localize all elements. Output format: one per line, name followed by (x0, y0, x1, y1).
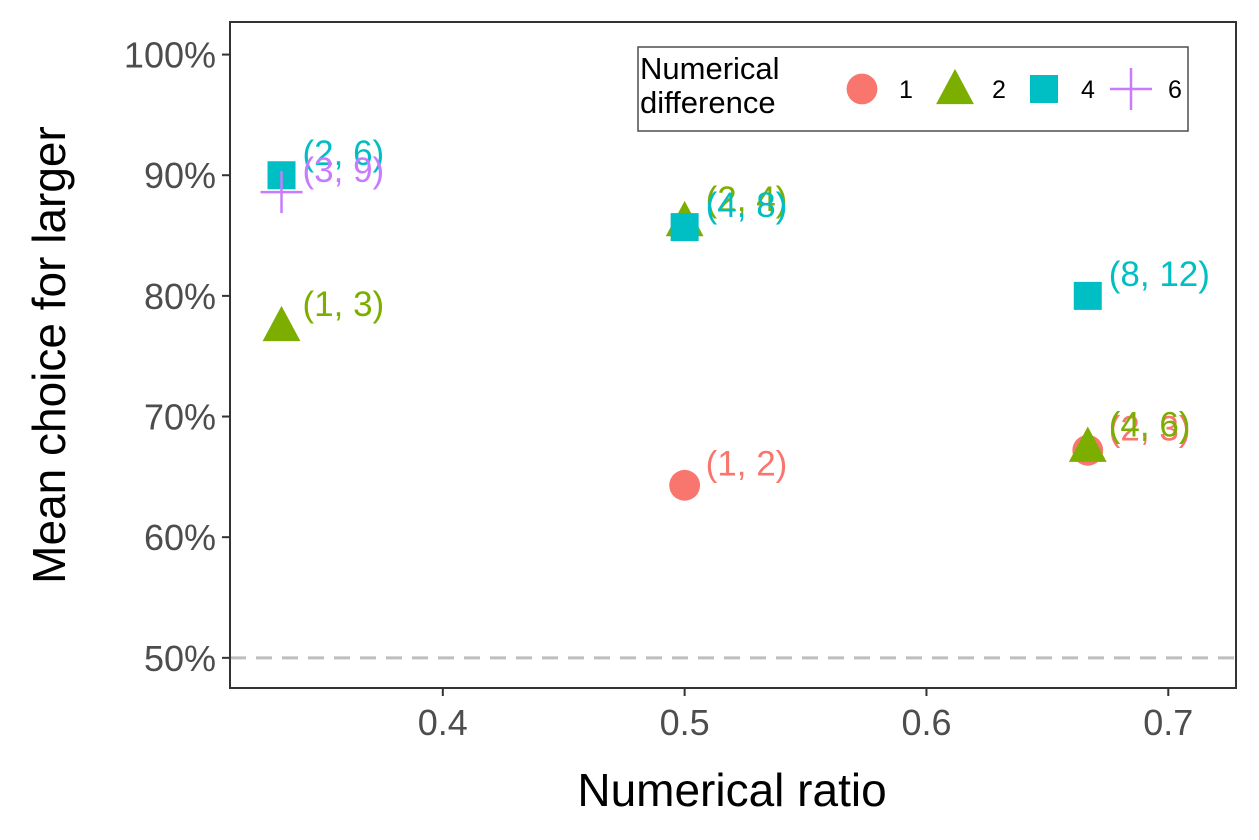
point-label: (4, 6) (1109, 406, 1191, 445)
legend-entry-label: 1 (899, 76, 913, 104)
data-points-group (260, 161, 1107, 501)
legend-entry-label: 4 (1081, 76, 1095, 104)
point-label: (3, 9) (303, 151, 385, 190)
x-axis-title: Numerical ratio (577, 764, 886, 816)
legend-box (637, 46, 1189, 132)
y-tick-label: 70% (144, 397, 216, 438)
data-point-square (1073, 281, 1102, 310)
legend-key-triangle (936, 68, 974, 105)
data-point-square (670, 213, 699, 242)
legend-key-square (1030, 75, 1058, 103)
x-tick-label: 0.4 (418, 702, 468, 743)
legend-title: Numerical (640, 51, 780, 86)
y-tick-label: 80% (144, 276, 216, 317)
point-labels-group: (1, 2) (2, 3) (1, 3) (2, 4) (4, 6) (2, 6) (4, … (303, 134, 1210, 483)
x-tick-label: 0.7 (1143, 702, 1193, 743)
legend-key-circle (846, 73, 878, 105)
point-label: (2, 6) (303, 134, 385, 173)
data-point-triangle (262, 305, 301, 342)
data-point-triangle (1068, 426, 1107, 462)
y-tick-label: 90% (144, 155, 216, 196)
data-point-plus (260, 171, 303, 214)
point-label: (2, 4) (706, 180, 788, 219)
plot-panel-border (229, 21, 1237, 689)
point-label: (2, 3) (1109, 409, 1191, 448)
point-label: (8, 12) (1109, 255, 1210, 294)
y-tick-label: 50% (144, 638, 216, 679)
point-label: (1, 3) (303, 285, 385, 324)
point-label: (4, 8) (706, 186, 788, 225)
legend-title: difference (640, 85, 776, 120)
legend-entry-label: 6 (1168, 76, 1182, 104)
data-point-circle (669, 469, 701, 501)
y-tick-label: 60% (144, 517, 216, 558)
x-tick-label: 0.5 (660, 702, 710, 743)
y-tick-label: 100% (124, 35, 216, 76)
legend-entry-label: 2 (992, 76, 1006, 104)
point-label: (1, 2) (706, 444, 788, 483)
x-tick-label: 0.6 (901, 702, 951, 743)
y-axis-title: Mean choice for larger (23, 126, 75, 584)
legend-key-plus (1110, 68, 1152, 110)
axes-group: 0.4 0.5 0.6 0.7 50% 60% 70% 80% 90% 100% (124, 21, 1237, 743)
